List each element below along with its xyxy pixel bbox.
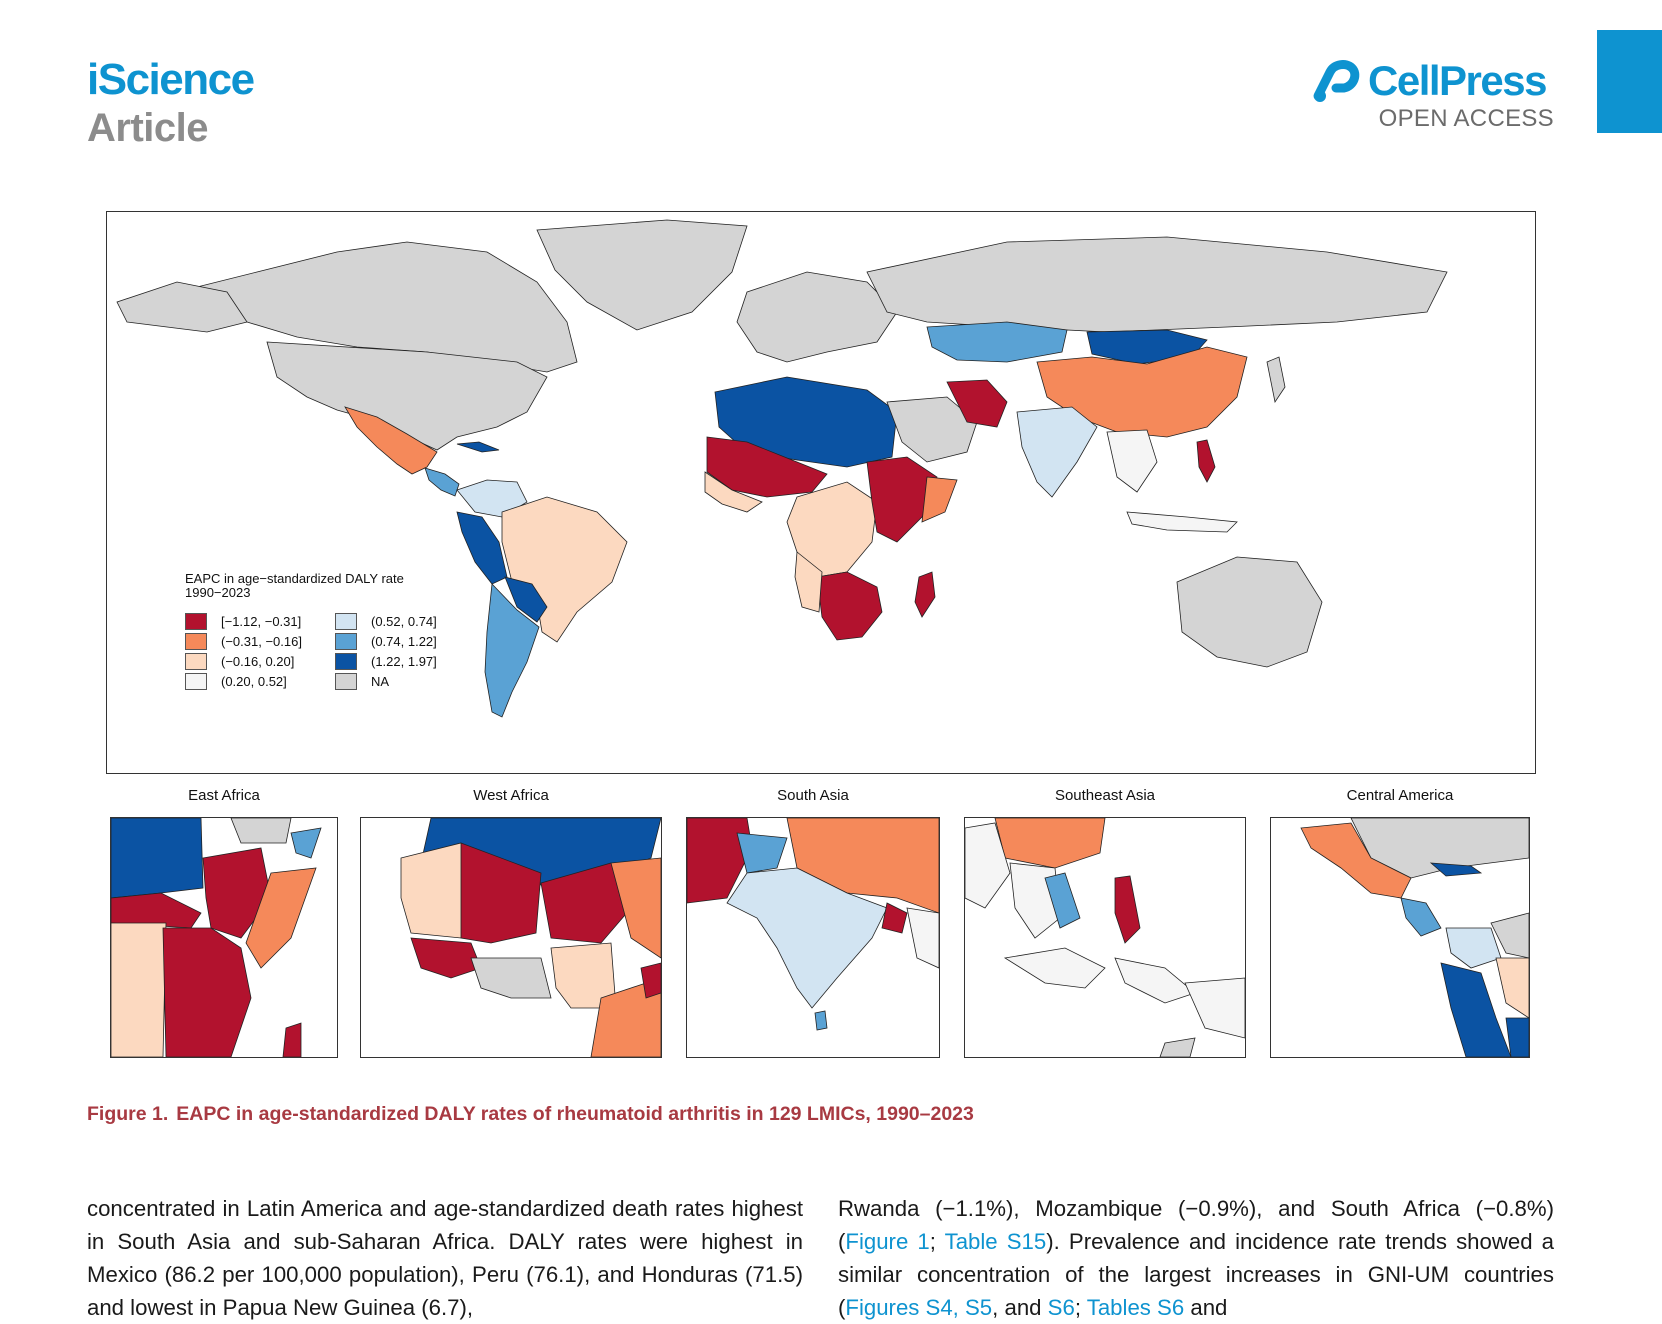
legend-item: (−0.31, −0.16] [185,632,335,650]
inset-map-central-america [1270,817,1530,1058]
paragraph-right: Rwanda (−1.1%), Mozambique (−0.9%), and … [838,1192,1554,1324]
region-mexico [344,406,438,475]
figures-s4-s5-link[interactable]: Figures S4, S5 [845,1295,993,1320]
paragraph-left: concentrated in Latin America and age-st… [87,1196,803,1320]
region-colombia [456,479,528,518]
text-segment: ; [1074,1295,1087,1320]
legend-swatch [335,652,357,670]
body-column-right: Rwanda (−1.1%), Mozambique (−0.9%), and … [838,1192,1554,1324]
legend-swatch [185,652,207,670]
open-access-label: OPEN ACCESS [1378,105,1554,132]
region-usa [266,341,548,451]
legend-item: (0.74, 1.22] [335,632,485,650]
article-type: Article [87,106,209,150]
text-segment: ). Prevalence and incidence rate trends … [838,1229,1554,1320]
region-angola [794,551,823,613]
legend-item: (1.22, 1.97] [335,652,485,670]
page-edge-tab [1597,30,1662,133]
map-legend: EAPC in age−standardized DALY rate 1990−… [185,572,485,690]
legend-item: [−1.12, −0.31] [185,612,335,630]
figure-s6-link[interactable]: S6 [1047,1295,1075,1320]
inset-map-west-africa [360,817,662,1058]
region-indonesia [1126,511,1238,533]
region-horn-africa [921,476,958,523]
body-column-left: concentrated in Latin America and age-st… [87,1192,803,1324]
legend-swatch [335,612,357,630]
region-west-africa [706,436,828,498]
legend-label: [−1.12, −0.31] [221,613,302,629]
inset-title-south-asia: South Asia [777,787,849,804]
legend-swatch [335,632,357,650]
inset-map-southeast-asia [964,817,1246,1058]
legend-label: (1.22, 1.97] [371,653,437,669]
journal-name: iScience [87,55,255,104]
tables-s6-link[interactable]: Tables S6 [1086,1295,1185,1320]
legend-item: (0.20, 0.52] [185,672,335,690]
region-alaska [116,281,248,333]
legend-item: NA [335,672,485,690]
legend-label: (0.52, 0.74] [371,613,437,629]
legend-label: NA [371,673,390,689]
region-philippines [1196,439,1216,483]
text-segment: , and [992,1295,1048,1320]
legend-subtitle: 1990−2023 [185,585,251,600]
region-greenland [536,219,748,331]
region-bolivia [504,576,548,623]
region-southeast-asia [1106,429,1158,493]
legend-label: (−0.16, 0.20] [221,653,295,669]
text-segment: and [1184,1295,1228,1320]
legend-title: EAPC in age−standardized DALY rate [185,571,404,586]
inset-title-southeast-asia: Southeast Asia [1054,787,1156,804]
legend-grid: [−1.12, −0.31] (0.52, 0.74] (−0.31, −0.16]… [185,612,485,690]
world-map-svg [116,219,1448,718]
region-east-africa [866,456,938,543]
region-peru [456,511,508,585]
text-segment: Rwanda (−1.1%), Mozambique (−0.9%), and … [838,1196,1554,1254]
legend-label: (0.74, 1.22] [371,633,437,649]
world-map: EAPC in age−standardized DALY rate 1990−… [106,211,1536,774]
region-iran [946,379,1008,428]
region-russia [866,236,1448,333]
inset-title-west-africa: West Africa [473,787,549,804]
region-argentina [484,583,540,718]
publisher-name: CellPress [1368,57,1547,104]
publisher-logo: CellPress OPEN ACCESS [1308,56,1558,136]
region-europe [736,271,898,363]
cellpress-logo-icon [1313,60,1360,102]
region-west-coast [704,471,763,513]
legend-swatch [185,612,207,630]
figure-caption: Figure 1. EAPC in age-standardized DALY r… [87,1103,974,1126]
figure-1-link[interactable]: Figure 1 [845,1229,930,1254]
region-southern-africa [816,571,883,641]
region-caribbean [456,441,500,453]
inset-map-south-asia [686,817,940,1058]
legend-item: (0.52, 0.74] [335,612,485,630]
region-madagascar [914,571,936,618]
region-central-america [424,467,460,497]
inset-title-east-africa: East Africa [188,787,260,804]
legend-swatch [185,672,207,690]
legend-label: (0.20, 0.52] [221,673,287,689]
legend-swatch [335,672,357,690]
legend-label: (−0.31, −0.16] [221,633,302,649]
figure-caption-text: EAPC in age-standardized DALY rates of r… [176,1103,974,1125]
region-kazakhstan [926,321,1068,363]
legend-item: (−0.16, 0.20] [185,652,335,670]
region-middle-east [886,396,978,463]
inset-title-central-america: Central America [1346,787,1454,804]
text-segment: ; [929,1229,945,1254]
table-s15-link[interactable]: Table S15 [944,1229,1047,1254]
legend-swatch [185,632,207,650]
inset-map-east-africa [110,817,338,1058]
region-japan [1266,356,1286,404]
region-india [1016,406,1098,498]
region-australia [1176,556,1323,668]
region-brazil [501,496,628,643]
figure-label: Figure 1. [87,1103,169,1125]
